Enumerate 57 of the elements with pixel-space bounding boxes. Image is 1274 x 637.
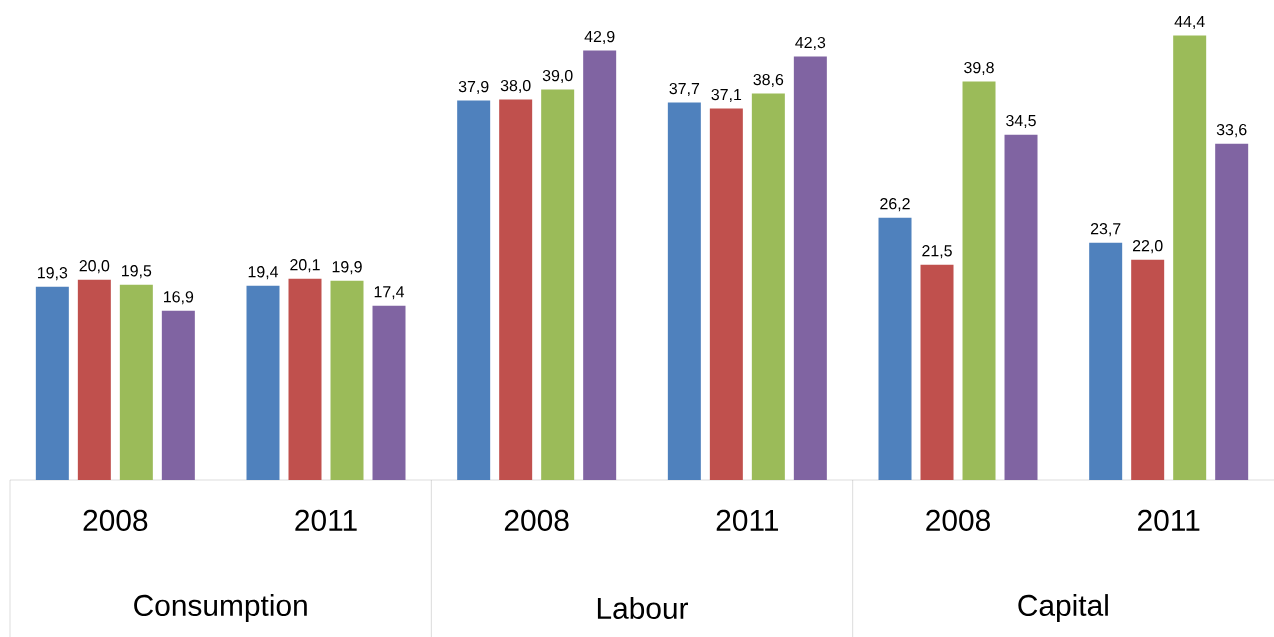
data-label: 38,6 xyxy=(753,73,784,88)
x-tick-label: 2011 xyxy=(1138,509,1200,531)
data-label: 37,1 xyxy=(711,88,742,103)
data-label: 33,6 xyxy=(1216,123,1247,138)
bar xyxy=(793,56,827,480)
x-tick-label: 2008 xyxy=(83,509,148,531)
data-label: 37,9 xyxy=(458,80,489,95)
data-label: 19,4 xyxy=(248,266,279,280)
bar xyxy=(1004,134,1038,480)
data-label: 42,9 xyxy=(584,30,615,45)
bar xyxy=(372,305,406,480)
bar xyxy=(751,93,785,480)
text: Capital xyxy=(1018,594,1108,622)
data-label: 23,7 xyxy=(1090,223,1121,237)
bar xyxy=(288,278,322,480)
text: Consumption xyxy=(134,594,307,622)
bar xyxy=(709,108,743,480)
bar xyxy=(499,99,533,480)
data-label: 38,0 xyxy=(500,79,531,94)
data-label: 20,0 xyxy=(79,260,110,274)
bar xyxy=(119,284,153,480)
bar xyxy=(962,81,996,480)
bar xyxy=(920,264,954,480)
x-tick-label: 2008 xyxy=(926,509,990,531)
bar xyxy=(1089,242,1123,480)
data-label: 20,1 xyxy=(290,259,320,273)
bar xyxy=(541,89,575,480)
bar xyxy=(330,280,364,480)
data-label: 17,4 xyxy=(374,286,405,300)
bar xyxy=(246,285,280,480)
data-label: 39,0 xyxy=(542,69,573,84)
data-label: 26,2 xyxy=(880,198,910,212)
data-label: 37,7 xyxy=(669,82,700,97)
bar xyxy=(667,102,701,480)
bar xyxy=(1131,259,1165,480)
bar xyxy=(1215,143,1249,480)
bar xyxy=(1173,35,1207,480)
data-label: 19,9 xyxy=(332,261,362,275)
data-label: 19,5 xyxy=(122,265,152,279)
data-label: 22,0 xyxy=(1132,240,1163,254)
data-label: 21,5 xyxy=(922,245,952,259)
data-label: 42,3 xyxy=(795,36,826,51)
bar xyxy=(457,100,491,480)
x-tick-label: 2011 xyxy=(716,509,779,531)
data-label: 16,9 xyxy=(164,291,194,305)
data-label: 19,3 xyxy=(38,267,68,281)
data-label: 44,4 xyxy=(1174,16,1205,30)
x-tick-label: 2008 xyxy=(504,509,569,531)
bar xyxy=(161,310,195,480)
bar xyxy=(878,217,912,480)
x-tick-label: 2011 xyxy=(295,509,357,531)
text: Labour xyxy=(597,597,689,619)
bar xyxy=(77,279,111,480)
data-label: 34,5 xyxy=(1006,114,1036,129)
data-label: 39,8 xyxy=(964,61,994,76)
bar xyxy=(35,286,69,480)
bar xyxy=(583,50,617,480)
